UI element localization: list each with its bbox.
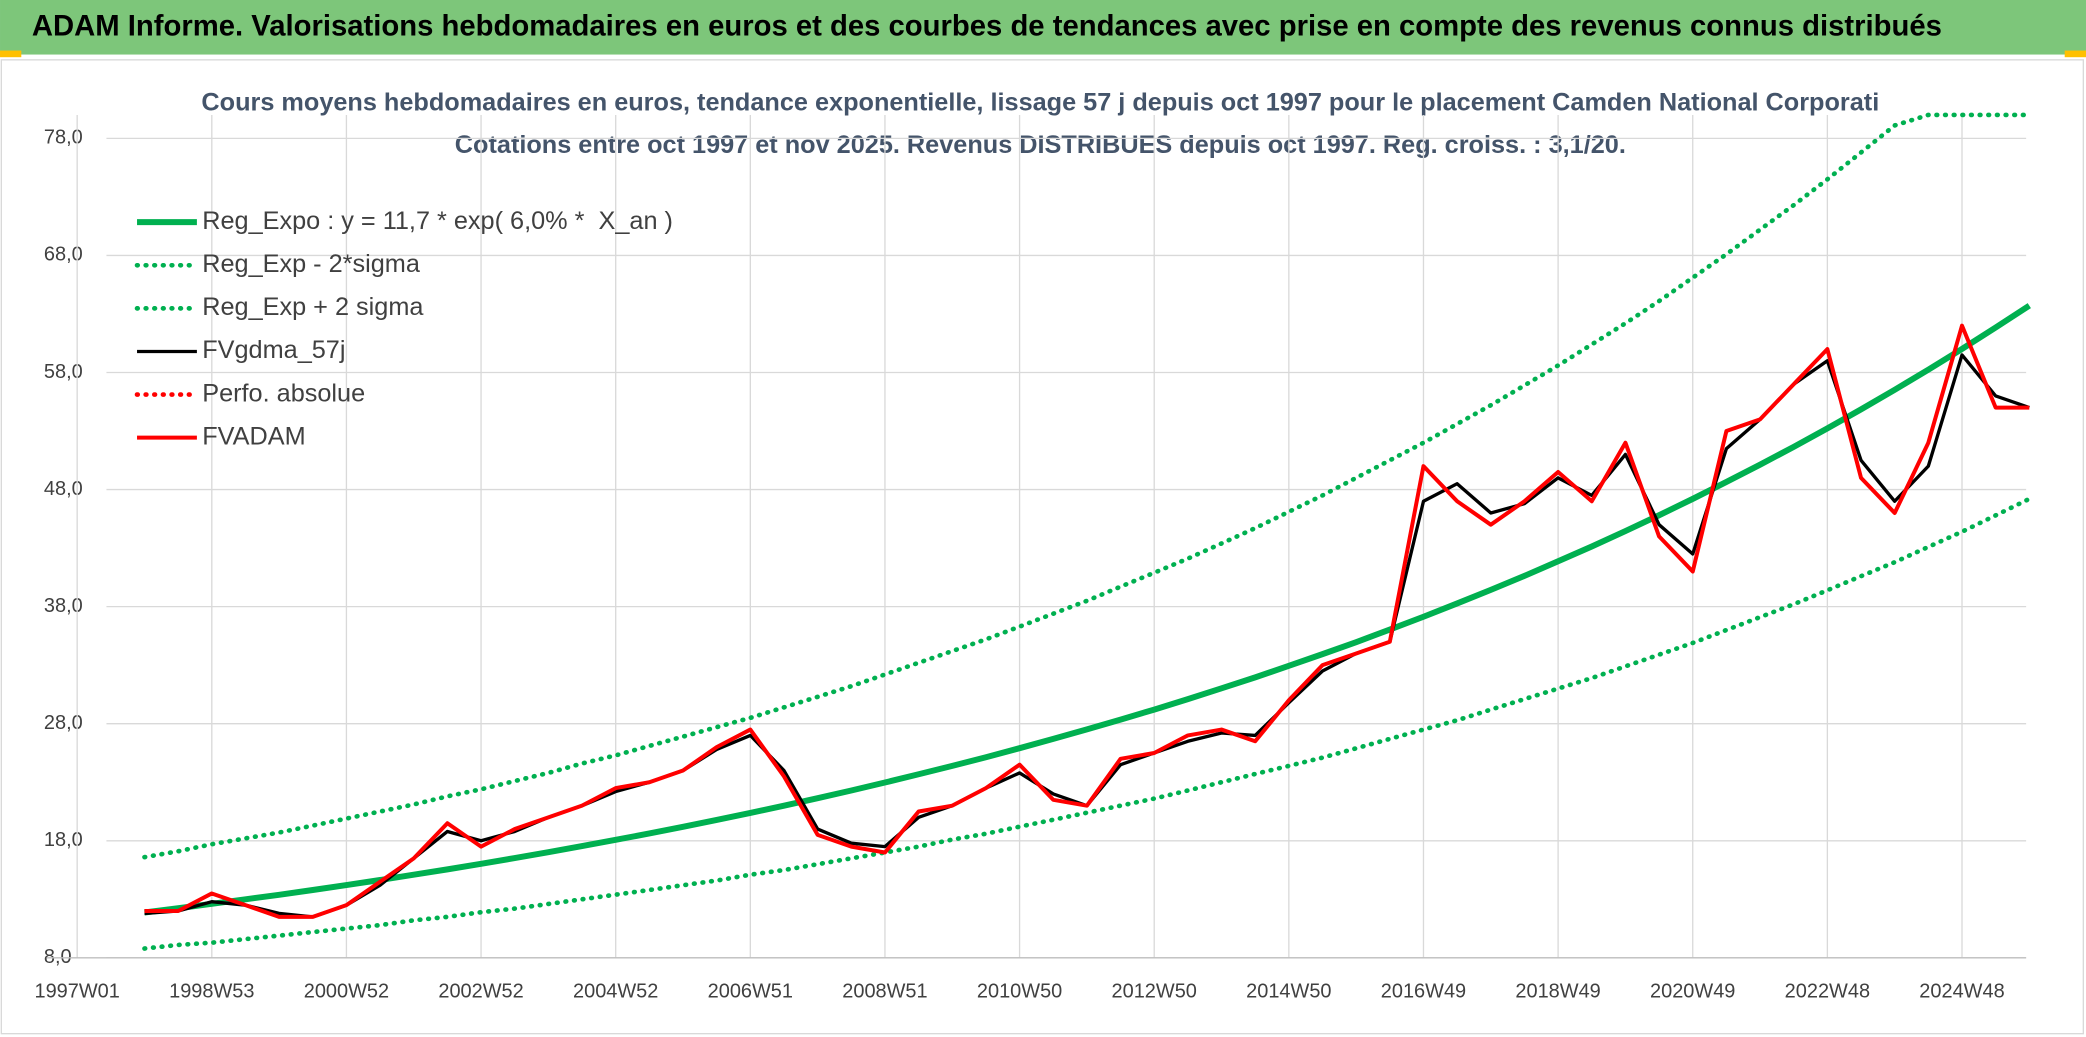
- x-tick-label: 2000W52: [304, 981, 389, 1003]
- y-tick-label: 68,0: [44, 244, 83, 266]
- legend-label: FVgdma_57j: [202, 336, 345, 364]
- x-tick-label: 2006W51: [708, 981, 793, 1003]
- y-tick-label: 78,0: [44, 127, 83, 149]
- plot: [142, 112, 2032, 951]
- legend: Reg_Expo : y = 11,7 * exp( 6,0% * X_an )…: [134, 207, 673, 450]
- y-tick-label: 58,0: [44, 361, 83, 383]
- x-tick-label: 2024W48: [1919, 981, 2004, 1003]
- x-tick-label: 2004W52: [573, 981, 658, 1003]
- corner: [0, 50, 22, 58]
- legend-label: Reg_Exp - 2*sigma: [202, 250, 421, 278]
- y-tick-label: 28,0: [44, 712, 83, 734]
- chart-area: [0, 59, 2084, 1035]
- x-tick-label: 2016W49: [1381, 981, 1466, 1003]
- legend-label: Reg_Expo : y = 11,7 * exp( 6,0% * X_an ): [202, 207, 673, 235]
- x-tick-label: 1998W53: [169, 981, 254, 1003]
- series-line: [144, 323, 2030, 919]
- series-line: [142, 112, 2032, 860]
- chart-subtitle: Cotations entre oct 1997 et nov 2025. Re…: [455, 131, 1626, 159]
- series-line: [142, 496, 2032, 951]
- x-tick-label: 2012W50: [1112, 981, 1197, 1003]
- chart-title: Cours moyens hebdomadaires en euros, ten…: [201, 88, 1879, 116]
- x-tick-label: 2010W50: [977, 981, 1062, 1003]
- y-tick-label: 8,0: [44, 946, 72, 968]
- page-title: ADAM Informe. Valorisations hebdomadaire…: [32, 11, 1942, 43]
- x-tick-label: 2014W50: [1246, 981, 1331, 1003]
- x-tick-label: 2020W49: [1650, 981, 1735, 1003]
- grid: 8,0 18,0 28,0 38,0 48,0 58,0 68,0 78,0 1997W01 19…: [34, 114, 2027, 1003]
- y-tick-label: 48,0: [44, 478, 83, 500]
- title-bar: [0, 0, 2086, 55]
- legend-label: Reg_Exp + 2 sigma: [202, 293, 424, 321]
- corner: [2064, 50, 2086, 58]
- x-tick-label: 2008W51: [842, 981, 927, 1003]
- x-tick-label: 2022W48: [1785, 981, 1870, 1003]
- x-tick-label: 2002W52: [438, 981, 523, 1003]
- x-tick-label: 1997W01: [34, 981, 119, 1003]
- y-tick-label: 38,0: [44, 595, 83, 617]
- x-tick-label: 2018W49: [1515, 981, 1600, 1003]
- y-tick-label: 18,0: [44, 829, 83, 851]
- legend-label: Perfo. absolue: [202, 379, 365, 407]
- legend-label: FVADAM: [202, 422, 305, 450]
